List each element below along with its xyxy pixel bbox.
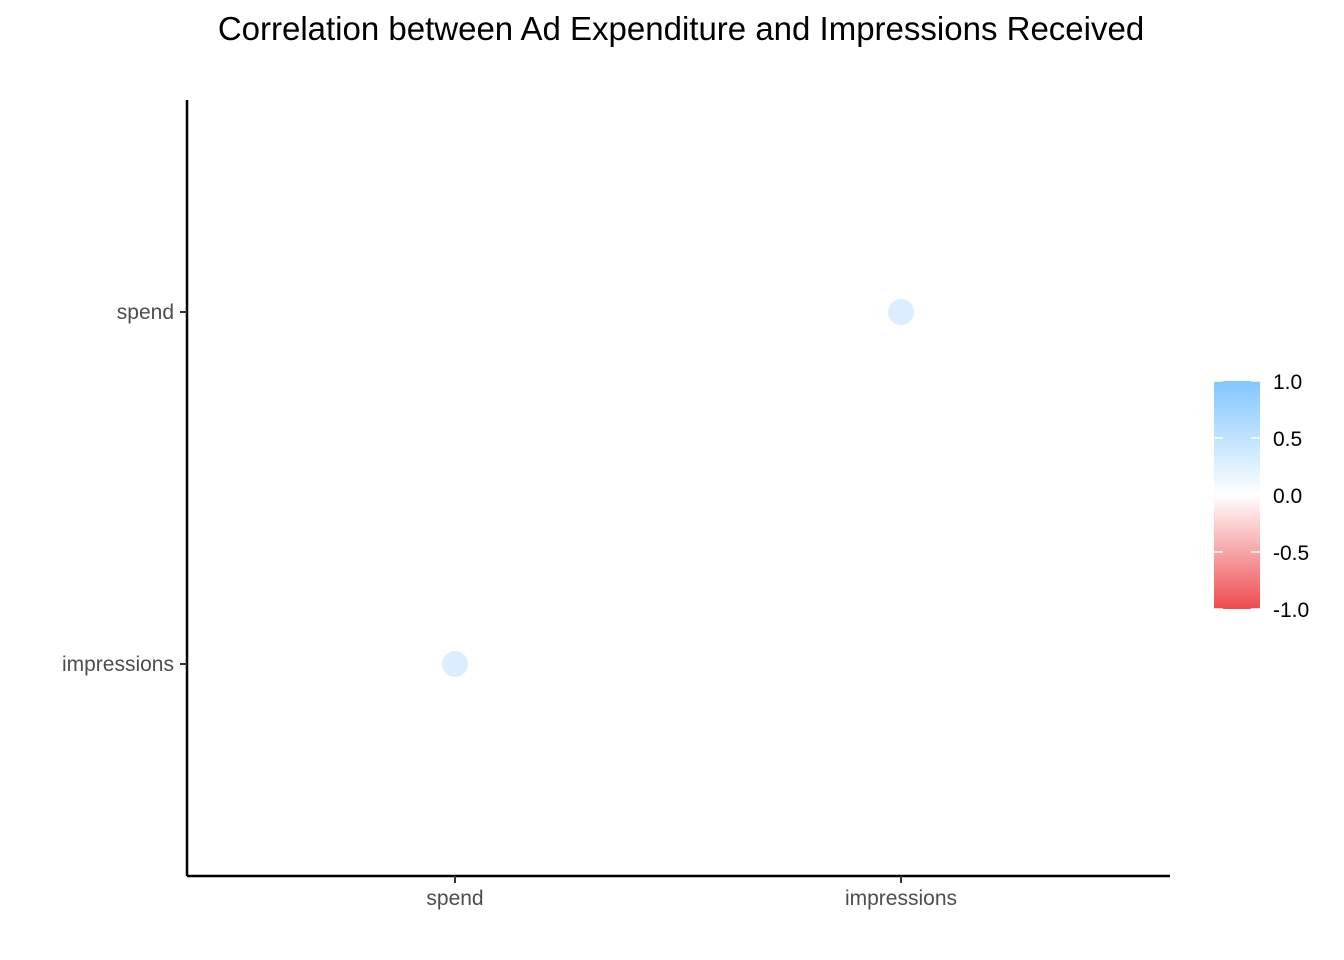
legend-tick-label: -1.0: [1273, 599, 1309, 622]
correlation-point: [442, 651, 468, 677]
legend-tick-label: 0.0: [1273, 485, 1302, 508]
chart-title: Correlation between Ad Expenditure and I…: [218, 10, 1144, 47]
y-tick-label: impressions: [62, 653, 174, 676]
plot-area: spend impressions impressions spend: [62, 100, 1170, 910]
legend-tick-label: 0.5: [1273, 428, 1302, 451]
x-tick-label: spend: [426, 887, 483, 910]
y-tick-label: spend: [117, 301, 174, 324]
color-legend: 1.0 0.5 0.0 -0.5 -1.0: [1214, 371, 1309, 622]
legend-tick-label: 1.0: [1273, 371, 1302, 394]
correlation-point: [888, 299, 914, 325]
x-tick-label: impressions: [845, 887, 957, 910]
legend-tick-label: -0.5: [1273, 542, 1309, 565]
